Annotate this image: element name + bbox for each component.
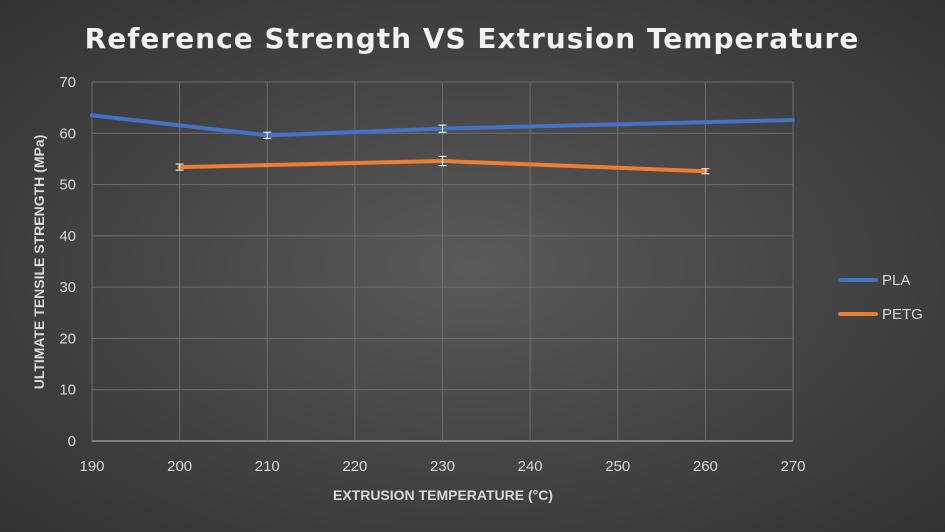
y-tick-label: 70 [59,74,76,91]
x-axis-title: EXTRUSION TEMPERATURE (°C) [333,487,553,503]
legend-label-pla: PLA [882,272,910,289]
x-tick-label: 260 [693,458,718,475]
x-tick-label: 200 [167,458,192,475]
chart-title: Reference Strength VS Extrusion Temperat… [85,22,860,55]
y-tick-label: 20 [59,330,76,347]
y-tick-label: 30 [59,279,76,296]
series-line-pla [90,113,795,138]
error-bars [175,124,710,175]
x-tick-label: 240 [518,458,543,475]
legend: PLA PETG [838,272,923,323]
data-point-pla [90,113,94,118]
x-tick-labels: 190 200 210 220 230 240 250 260 270 [79,458,805,475]
y-tick-label: 0 [68,433,76,450]
x-tick-label: 250 [605,458,630,475]
x-tick-label: 270 [780,458,805,475]
x-tick-label: 230 [430,458,455,475]
x-tick-label: 220 [342,458,367,475]
y-tick-label: 50 [59,177,76,194]
legend-label-petg: PETG [882,306,923,323]
x-tick-label: 210 [255,458,280,475]
y-tick-label: 40 [59,228,76,245]
y-tick-label: 10 [59,382,76,399]
data-point-pla [791,117,795,122]
grid [91,81,794,442]
y-axis-title: ULTIMATE TENSILE STRENGTH (MPa) [31,135,47,390]
x-tick-label: 190 [79,458,104,475]
y-tick-labels: 0 10 20 30 40 50 60 70 [59,74,76,450]
y-tick-label: 60 [59,125,76,142]
